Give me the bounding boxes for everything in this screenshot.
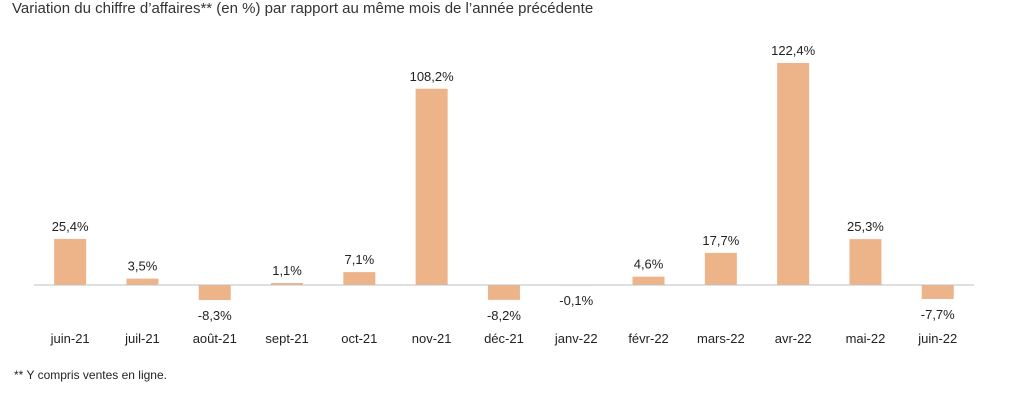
value-label: 17,7%: [702, 233, 739, 248]
value-label: 7,1%: [345, 252, 375, 267]
category-label: mars-22: [697, 331, 745, 346]
footnote: ** Y compris ventes en ligne.: [14, 368, 167, 382]
category-label: sept-21: [265, 331, 308, 346]
bars-group: [54, 63, 954, 301]
chart-title: Variation du chiffre d’affaires** (en %)…: [12, 0, 594, 17]
bar-oct-21: [343, 272, 376, 285]
value-label: -8,2%: [487, 308, 521, 323]
value-label: -8,3%: [198, 308, 232, 323]
value-label: 3,5%: [128, 259, 158, 274]
value-label: 4,6%: [634, 257, 664, 272]
bar-avr-22: [777, 63, 810, 285]
value-label: -0,1%: [559, 293, 593, 308]
bar-févr-22: [632, 276, 665, 285]
category-label: juin-22: [917, 331, 957, 346]
bar-juil-21: [126, 278, 159, 285]
value-label: 25,4%: [52, 219, 89, 234]
bar-août-21: [198, 285, 231, 301]
bar-mai-22: [849, 239, 882, 285]
bar-sept-21: [271, 283, 304, 285]
value-label: -7,7%: [921, 307, 955, 322]
value-label: 122,4%: [771, 43, 816, 58]
bar-juin-21: [54, 238, 87, 285]
category-label: août-21: [193, 331, 237, 346]
value-label: 1,1%: [272, 263, 302, 278]
category-label: janv-22: [554, 331, 598, 346]
value-label: 108,2%: [410, 69, 455, 84]
value-labels-group: 25,4% 3,5% -8,3% 1,1% 7,1% 108,2% -8,2% -0,1% 4,…: [52, 43, 955, 323]
category-label: juil-21: [124, 331, 160, 346]
category-label: mai-22: [846, 331, 886, 346]
bar-déc-21: [487, 285, 520, 300]
category-label: nov-21: [412, 331, 452, 346]
category-labels-group: juin-21 juil-21 août-21 sept-21 oct-21 nov-21…: [50, 331, 958, 346]
category-label: févr-22: [628, 331, 668, 346]
category-label: juin-21: [50, 331, 90, 346]
bar-mars-22: [704, 252, 737, 285]
category-label: déc-21: [484, 331, 524, 346]
category-label: oct-21: [341, 331, 377, 346]
bar-nov-21: [415, 88, 448, 285]
bar-juin-22: [921, 285, 954, 299]
value-label: 25,3%: [847, 219, 884, 234]
category-label: avr-22: [775, 331, 812, 346]
